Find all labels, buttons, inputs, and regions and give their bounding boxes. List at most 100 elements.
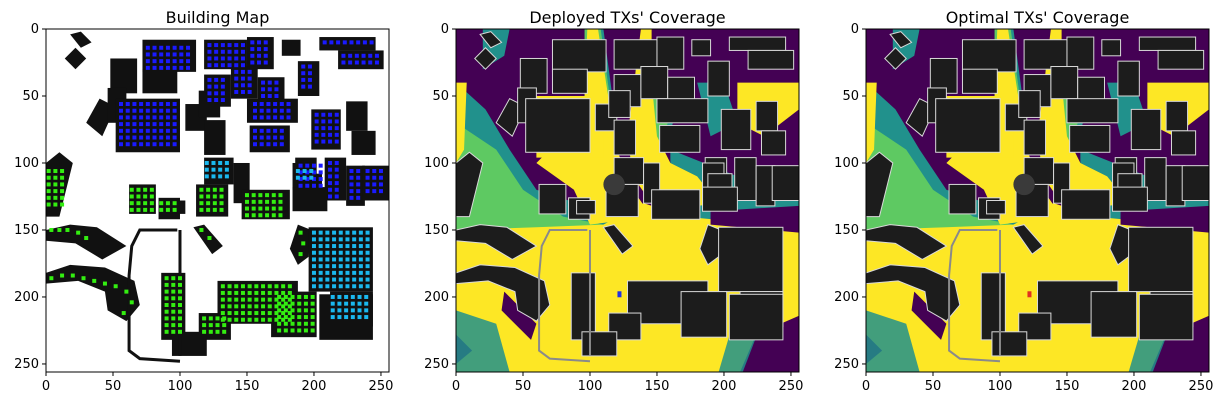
building bbox=[640, 66, 669, 100]
receiver-dot bbox=[364, 308, 369, 313]
receiver-dot bbox=[338, 244, 343, 249]
receiver-dot bbox=[214, 98, 219, 103]
building bbox=[866, 151, 894, 218]
receiver-dot bbox=[328, 160, 333, 165]
receiver-dot bbox=[207, 49, 212, 54]
receiver-dot bbox=[338, 284, 343, 289]
receiver-dot bbox=[364, 315, 369, 320]
receiver-dot bbox=[219, 194, 224, 199]
receiver-dot bbox=[364, 294, 369, 299]
building bbox=[747, 49, 795, 70]
building bbox=[760, 130, 787, 156]
building bbox=[70, 31, 92, 48]
y-tick-label: 100 bbox=[424, 156, 449, 171]
receiver-dot bbox=[143, 187, 148, 192]
receiver-dot bbox=[318, 250, 323, 255]
receiver-dot bbox=[159, 142, 164, 147]
building bbox=[1117, 60, 1140, 97]
receiver-dot bbox=[224, 160, 229, 165]
receiver-dot bbox=[207, 84, 212, 89]
receiver-dot bbox=[261, 80, 266, 85]
receiver-dot bbox=[279, 135, 284, 140]
coverage-none bbox=[501, 291, 537, 340]
receiver-dot bbox=[297, 294, 302, 299]
receiver-dot bbox=[325, 257, 330, 262]
receiver-dot bbox=[336, 40, 341, 45]
receiver-dot bbox=[267, 311, 272, 316]
building bbox=[608, 90, 631, 118]
receiver-dot bbox=[207, 77, 212, 82]
receiver-dot bbox=[139, 102, 144, 107]
receiver-dot bbox=[171, 289, 176, 294]
receiver-dot bbox=[259, 115, 264, 120]
receiver-dot bbox=[240, 297, 245, 302]
receiver-dot bbox=[172, 128, 177, 133]
receiver-dot bbox=[328, 119, 333, 124]
receiver-dot bbox=[172, 201, 177, 206]
receiver-dot bbox=[274, 284, 279, 289]
receiver-dot bbox=[46, 202, 51, 207]
receiver-dot bbox=[165, 128, 170, 133]
receiver-dot bbox=[251, 193, 256, 198]
receiver-dot bbox=[302, 175, 307, 180]
receiver-dot bbox=[311, 170, 316, 175]
receiver-dot bbox=[318, 177, 323, 182]
receiver-dot bbox=[349, 40, 354, 45]
receiver-dot bbox=[287, 297, 292, 302]
receiver-dot bbox=[345, 257, 350, 262]
receiver-dot bbox=[139, 128, 144, 133]
receiver-dot bbox=[259, 108, 264, 113]
receiver-dot bbox=[311, 230, 316, 235]
receiver-dot bbox=[145, 59, 150, 64]
receiver-dot bbox=[318, 277, 323, 282]
receiver-dot bbox=[301, 71, 306, 76]
receiver-dot bbox=[250, 47, 255, 52]
receiver-dot bbox=[212, 194, 217, 199]
receiver-dot bbox=[372, 169, 377, 174]
receiver-dot bbox=[352, 264, 357, 269]
receiver-dot bbox=[224, 167, 229, 172]
receiver-dot bbox=[325, 284, 330, 289]
y-tick-label: 50 bbox=[842, 89, 859, 104]
receiver-dot bbox=[274, 297, 279, 302]
receiver-dot bbox=[149, 187, 154, 192]
receiver-dot bbox=[220, 290, 225, 295]
receiver-dot bbox=[222, 316, 227, 321]
receiver-dot bbox=[240, 76, 245, 81]
receiver-dot bbox=[265, 199, 270, 204]
receiver-dot bbox=[219, 207, 224, 212]
receiver-dot bbox=[186, 45, 191, 50]
receiver-dot bbox=[349, 195, 354, 200]
receiver-dot bbox=[172, 108, 177, 113]
receiver-dot bbox=[211, 174, 216, 179]
receiver-dot bbox=[145, 128, 150, 133]
receiver-dot bbox=[297, 315, 302, 320]
receiver-dot bbox=[234, 297, 239, 302]
building bbox=[1018, 90, 1041, 118]
receiver-dot bbox=[165, 135, 170, 140]
receiver-dot bbox=[318, 264, 323, 269]
receiver-dot bbox=[159, 102, 164, 107]
receiver-dot bbox=[356, 182, 361, 187]
building bbox=[456, 224, 538, 261]
receiver-dot bbox=[318, 244, 323, 249]
panel-title: Deployed TXs' Coverage bbox=[529, 8, 725, 27]
receiver-dot bbox=[152, 122, 157, 127]
y-tick-label: 50 bbox=[432, 89, 449, 104]
receiver-dot bbox=[125, 142, 130, 147]
receiver-dot bbox=[328, 139, 333, 144]
x-tick-label: 50 bbox=[515, 379, 532, 394]
receiver-dot bbox=[159, 135, 164, 140]
receiver-dot bbox=[278, 199, 283, 204]
receiver-dot bbox=[84, 236, 89, 241]
receiver-dot bbox=[307, 77, 312, 82]
receiver-dot bbox=[159, 65, 164, 70]
receiver-dot bbox=[274, 311, 279, 316]
receiver-dot bbox=[334, 174, 339, 179]
receiver-dot bbox=[149, 201, 154, 206]
receiver-dot bbox=[240, 56, 245, 61]
receiver-dot bbox=[121, 311, 126, 316]
receiver-dot bbox=[159, 122, 164, 127]
receiver-dot bbox=[287, 304, 292, 309]
receiver-dot bbox=[318, 257, 323, 262]
